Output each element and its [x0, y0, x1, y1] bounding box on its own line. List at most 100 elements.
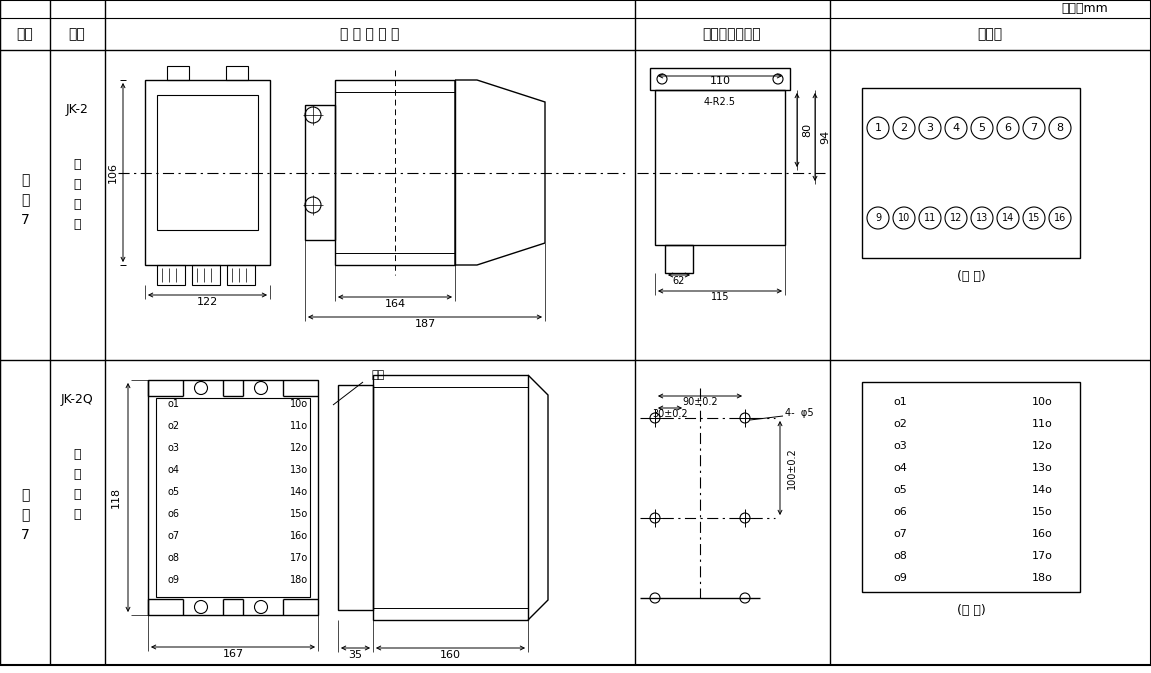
- Text: 底座: 底座: [372, 370, 384, 380]
- Text: 线: 线: [74, 219, 81, 232]
- Text: 后: 后: [74, 178, 81, 192]
- Bar: [862, 382, 1080, 592]
- Text: 7: 7: [21, 528, 30, 542]
- Text: JK-2: JK-2: [66, 104, 89, 116]
- Text: o3: o3: [893, 441, 907, 451]
- Text: o9: o9: [168, 575, 180, 585]
- Text: 安装开孔尺尸图: 安装开孔尺尸图: [703, 27, 761, 41]
- Text: 17o: 17o: [290, 553, 308, 563]
- Text: 1: 1: [875, 123, 882, 133]
- Text: o2: o2: [168, 421, 180, 431]
- Text: 62: 62: [673, 276, 685, 286]
- Text: (背 视): (背 视): [956, 269, 985, 283]
- Text: 115: 115: [711, 292, 730, 302]
- Text: 2: 2: [900, 123, 907, 133]
- Text: 图号: 图号: [16, 27, 33, 41]
- Text: 13: 13: [976, 213, 988, 223]
- Text: 图: 图: [21, 193, 29, 207]
- Text: o4: o4: [168, 465, 180, 475]
- Text: o4: o4: [893, 463, 907, 473]
- Text: o8: o8: [893, 551, 907, 561]
- Text: 100±0.2: 100±0.2: [787, 447, 796, 489]
- Text: 5: 5: [978, 123, 985, 133]
- Text: 9: 9: [875, 213, 881, 223]
- Text: o7: o7: [168, 531, 180, 541]
- Text: 3: 3: [927, 123, 933, 133]
- Text: o1: o1: [168, 399, 180, 409]
- Text: 4-  φ5: 4- φ5: [785, 408, 814, 418]
- Text: 14o: 14o: [290, 487, 308, 497]
- Text: 90±0.2: 90±0.2: [683, 397, 718, 407]
- Text: 11: 11: [924, 213, 936, 223]
- Bar: [167, 66, 189, 80]
- Text: 16o: 16o: [1031, 529, 1052, 539]
- Text: 附: 附: [21, 173, 29, 187]
- Text: 7: 7: [1030, 123, 1037, 133]
- Text: 接: 接: [74, 199, 81, 211]
- Text: o2: o2: [893, 419, 907, 429]
- Bar: [665, 245, 693, 273]
- Text: 附: 附: [21, 488, 29, 502]
- Bar: [862, 88, 1080, 258]
- Text: 端子图: 端子图: [977, 27, 1003, 41]
- Text: 15o: 15o: [1031, 507, 1052, 517]
- Text: 18o: 18o: [290, 575, 308, 585]
- Text: o6: o6: [168, 509, 180, 519]
- Bar: [226, 66, 247, 80]
- Text: 15: 15: [1028, 213, 1041, 223]
- Text: 16o: 16o: [290, 531, 308, 541]
- Text: o5: o5: [168, 487, 180, 497]
- Text: 图: 图: [21, 508, 29, 522]
- Text: 板: 板: [74, 448, 81, 462]
- Text: (正 视): (正 视): [956, 604, 985, 616]
- Text: 164: 164: [384, 299, 405, 309]
- Bar: [148, 380, 318, 615]
- Text: 4-R2.5: 4-R2.5: [704, 97, 735, 107]
- Text: 8: 8: [1057, 123, 1064, 133]
- Text: 10o: 10o: [1031, 397, 1052, 407]
- Text: 12o: 12o: [1031, 441, 1052, 451]
- Text: 18o: 18o: [1031, 573, 1052, 583]
- Text: o7: o7: [893, 529, 907, 539]
- Text: 结构: 结构: [69, 27, 85, 41]
- Text: o5: o5: [893, 485, 907, 495]
- Text: o8: o8: [168, 553, 180, 563]
- Text: 13o: 13o: [290, 465, 308, 475]
- Text: o6: o6: [893, 507, 907, 517]
- Text: 14o: 14o: [1031, 485, 1052, 495]
- Text: 前: 前: [74, 468, 81, 481]
- Text: 单位：mm: 单位：mm: [1061, 3, 1108, 15]
- Text: 14: 14: [1001, 213, 1014, 223]
- Text: 11o: 11o: [290, 421, 308, 431]
- Text: 4: 4: [952, 123, 960, 133]
- Text: 94: 94: [820, 130, 830, 144]
- Bar: [373, 375, 528, 620]
- Bar: [655, 90, 785, 245]
- Text: 7: 7: [21, 213, 30, 227]
- Text: 6: 6: [1005, 123, 1012, 133]
- Text: JK-2Q: JK-2Q: [61, 394, 93, 406]
- Text: 线: 线: [74, 509, 81, 522]
- Text: 板: 板: [74, 159, 81, 172]
- Bar: [335, 80, 455, 265]
- Text: 35: 35: [349, 650, 363, 660]
- Text: o1: o1: [893, 397, 907, 407]
- Bar: [338, 385, 373, 610]
- Bar: [145, 80, 270, 265]
- Text: 80: 80: [802, 123, 811, 137]
- Bar: [157, 398, 310, 597]
- Text: 122: 122: [197, 297, 219, 307]
- Text: 16: 16: [1054, 213, 1066, 223]
- Text: 30±0.2: 30±0.2: [653, 409, 688, 419]
- Text: 106: 106: [108, 162, 119, 183]
- Bar: [227, 265, 256, 285]
- Text: 160: 160: [440, 650, 462, 660]
- Text: 12: 12: [950, 213, 962, 223]
- Bar: [305, 105, 335, 240]
- Text: 15o: 15o: [290, 509, 308, 519]
- Text: 17o: 17o: [1031, 551, 1052, 561]
- Text: 12o: 12o: [290, 443, 308, 453]
- Text: 11o: 11o: [1031, 419, 1052, 429]
- Text: o3: o3: [168, 443, 180, 453]
- Bar: [157, 95, 258, 230]
